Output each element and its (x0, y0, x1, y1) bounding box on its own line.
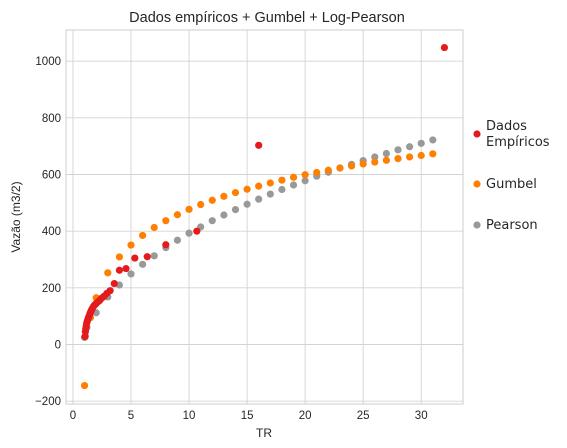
data-point (197, 200, 205, 209)
data-point (115, 253, 123, 261)
data-point (406, 143, 414, 151)
data-point (359, 160, 367, 168)
data-point (139, 231, 147, 240)
data-point (347, 162, 356, 170)
legend-marker (473, 130, 481, 138)
data-point (127, 241, 135, 249)
data-point (255, 195, 263, 203)
data-point (104, 269, 112, 277)
data-point (131, 254, 139, 262)
plot-frame (65, 29, 464, 405)
y-tick-label: 1000 (35, 56, 61, 68)
data-point (371, 153, 379, 161)
data-point (301, 177, 309, 185)
data-point (429, 150, 437, 158)
x-tick-label: 0 (70, 410, 76, 422)
data-point (193, 227, 201, 235)
y-tick-label: 400 (42, 226, 61, 238)
data-point (139, 260, 147, 268)
data-points (80, 43, 449, 390)
data-point (143, 253, 151, 261)
grid (66, 30, 463, 404)
data-point (371, 158, 379, 166)
data-point (382, 149, 390, 158)
legend-label: Gumbel (486, 177, 537, 192)
data-point (324, 166, 332, 174)
data-point (208, 217, 216, 225)
series-points (80, 136, 437, 342)
data-point (115, 266, 123, 274)
data-point (289, 173, 298, 181)
data-point (110, 279, 118, 288)
x-tick-label: 25 (357, 410, 370, 422)
y-tick-label: 800 (42, 113, 61, 125)
legend-marker (473, 180, 481, 188)
y-tick-label: −200 (35, 396, 61, 408)
y-tick-label: 200 (42, 283, 61, 295)
data-point (382, 156, 390, 164)
data-point (417, 139, 425, 147)
data-point (162, 217, 170, 225)
data-point (80, 381, 89, 390)
y-tick-label: 600 (42, 170, 61, 182)
data-point (417, 151, 425, 160)
data-point (208, 196, 216, 204)
data-point (429, 136, 437, 144)
x-tick-label: 10 (183, 410, 196, 422)
data-point (185, 205, 193, 213)
x-tick-label: 20 (299, 410, 312, 422)
series-points (81, 43, 449, 341)
data-point (150, 252, 158, 260)
data-point (278, 185, 286, 194)
tick-labels: 0 5 10 15 20 25 30 −200 0 200 400 600 800 1000 (35, 56, 428, 422)
data-point (106, 287, 114, 295)
data-point (266, 190, 274, 198)
data-point (231, 206, 240, 214)
data-point (394, 155, 402, 163)
data-point (243, 200, 251, 208)
data-point (243, 185, 251, 193)
data-point (150, 223, 158, 232)
x-tick-label: 5 (128, 410, 134, 422)
data-point (185, 229, 193, 237)
data-point (301, 171, 309, 179)
legend-marker (473, 221, 481, 229)
data-point (220, 192, 228, 200)
data-point (122, 264, 130, 273)
data-point (440, 43, 449, 52)
y-axis-label: Vazão (m3/2) (9, 181, 23, 252)
data-point (266, 179, 274, 187)
x-tick-label: 30 (415, 410, 428, 422)
data-point (394, 146, 402, 154)
x-tick-label: 15 (241, 410, 254, 422)
y-tick-label: 0 (55, 340, 61, 352)
data-point (255, 182, 263, 190)
series-points (80, 150, 437, 390)
data-point (313, 168, 321, 177)
data-point (127, 270, 135, 278)
chart-title: Dados empíricos + Gumbel + Log-Pearson (129, 10, 405, 26)
data-point (220, 211, 228, 219)
data-point (173, 236, 182, 244)
data-point (336, 164, 344, 172)
data-point (162, 241, 170, 249)
legend-label: Pearson (486, 218, 538, 233)
x-axis-label: TR (256, 426, 272, 440)
legend-label: Dados Empíricos (486, 119, 550, 150)
data-point (231, 189, 240, 197)
data-point (278, 176, 286, 184)
legend: Dados Empíricos Gumbel Pearson (473, 119, 550, 233)
data-point (173, 211, 182, 219)
data-point (406, 153, 414, 161)
data-point (289, 181, 298, 189)
data-point (255, 141, 263, 149)
